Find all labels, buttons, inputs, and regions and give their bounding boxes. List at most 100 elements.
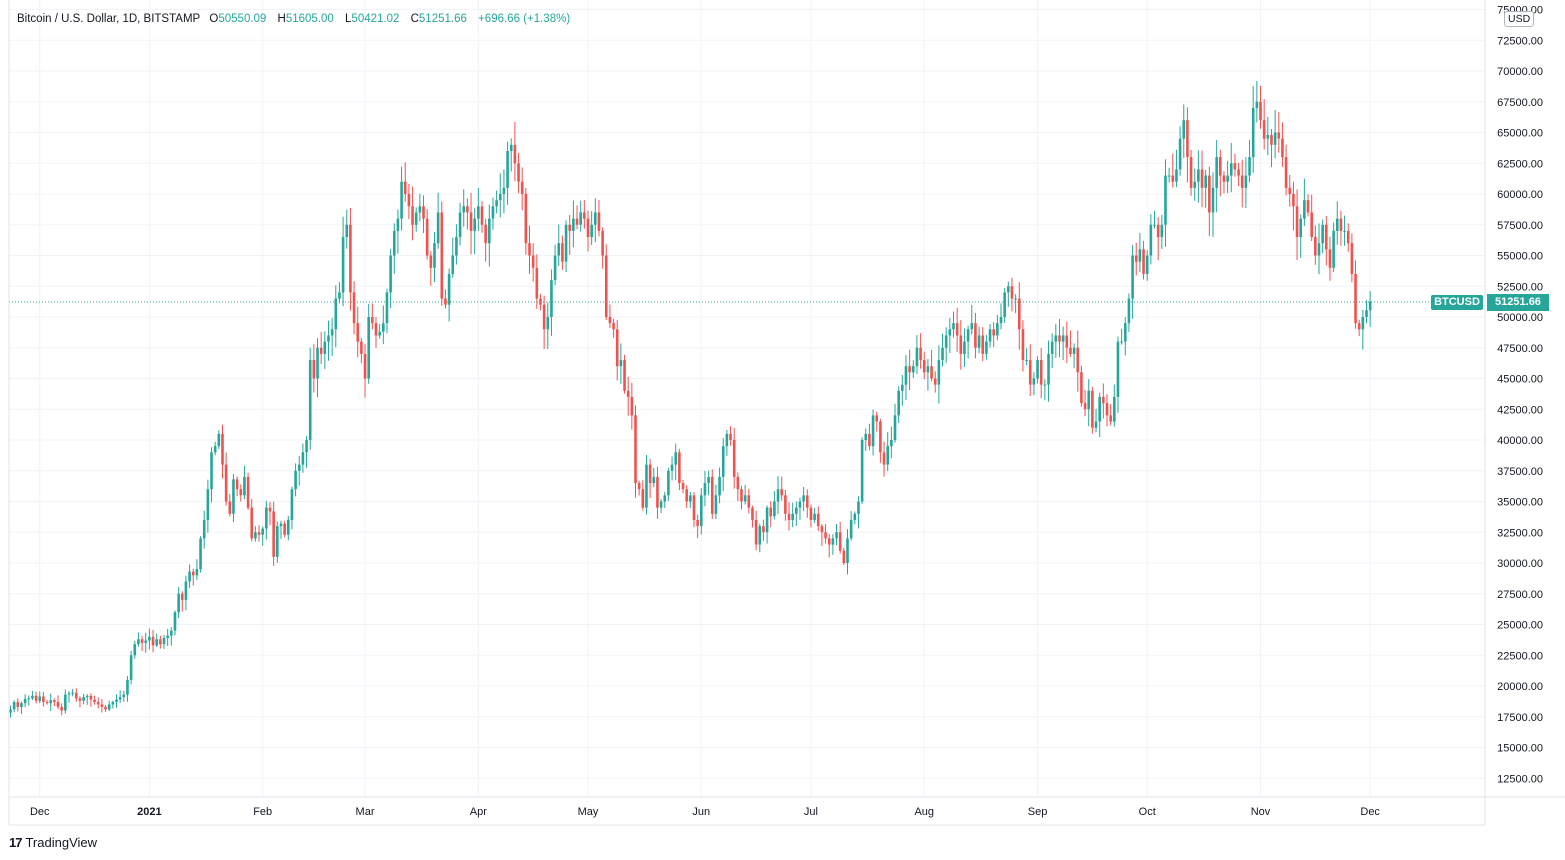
candle-body	[111, 701, 115, 705]
candle-body	[977, 335, 981, 348]
candle-body	[1145, 255, 1149, 274]
candle-body	[286, 519, 290, 535]
candle-body	[1346, 230, 1350, 244]
candle-body	[904, 366, 908, 385]
x-tick-label: May	[578, 806, 599, 818]
candle-body	[1339, 218, 1343, 231]
candle-body	[897, 390, 900, 416]
candle-body	[367, 317, 370, 379]
candle-body	[1058, 335, 1061, 342]
candle-body	[155, 639, 158, 646]
candle-body	[992, 329, 995, 336]
candle-body	[981, 335, 985, 354]
currency-button[interactable]: USD	[1504, 11, 1535, 27]
candle-body	[890, 440, 893, 447]
candle-body	[1065, 335, 1069, 348]
symbol-title[interactable]: Bitcoin / U.S. Dollar, 1D, BITSTAMP	[17, 13, 201, 25]
candle-body	[191, 571, 195, 576]
candle-body	[345, 224, 349, 238]
candle-body	[1043, 384, 1047, 386]
candle-body	[491, 206, 495, 219]
candle-body	[49, 700, 53, 704]
candle-body	[1314, 237, 1317, 256]
candle-body	[882, 452, 886, 465]
candle-body	[999, 317, 1003, 324]
candle-body	[133, 644, 137, 656]
candle-body	[338, 292, 341, 299]
candle-body	[1178, 138, 1182, 170]
candle-body	[1266, 134, 1270, 139]
grid-lines	[9, 0, 1485, 797]
candle-body	[319, 347, 323, 354]
candle-body	[210, 452, 213, 490]
chart-legend: Bitcoin / U.S. Dollar, 1D, BITSTAMP O505…	[17, 13, 578, 25]
candle-body	[1123, 323, 1127, 342]
candle-body	[1343, 230, 1346, 232]
candle-body	[433, 243, 436, 268]
candle-body	[721, 446, 725, 477]
candle-body	[648, 464, 652, 484]
candle-body	[235, 479, 239, 490]
candle-body	[290, 489, 294, 520]
candle-body	[382, 323, 385, 332]
candle-body	[1120, 341, 1123, 343]
candle-body	[941, 347, 944, 361]
y-axis[interactable]: 75000.0072500.0070000.0067500.0065000.00…	[1497, 5, 1543, 786]
candle-body	[791, 513, 794, 520]
candle-body	[1021, 329, 1025, 361]
candle-body	[520, 181, 524, 194]
candle-body	[9, 709, 12, 713]
candle-body	[1127, 298, 1131, 324]
candle-body	[619, 360, 623, 367]
candle-body	[1350, 243, 1354, 274]
candle-body	[857, 501, 860, 514]
candle-body	[535, 267, 539, 299]
x-tick-label: Dec	[30, 806, 50, 818]
candle-body	[699, 495, 703, 527]
x-tick-label: Mar	[356, 806, 375, 818]
x-tick-label: Jul	[804, 806, 818, 818]
candle-body	[371, 317, 374, 324]
candle-body	[1039, 360, 1043, 385]
candle-body	[31, 695, 34, 699]
candle-body	[601, 230, 604, 256]
low-label: L	[345, 13, 352, 25]
x-axis[interactable]: Dec 2021 Feb Mar Apr May Jun Jul Aug Sep Oct Nov Dec	[30, 806, 1380, 818]
candle-body	[568, 224, 572, 231]
candle-body	[553, 255, 557, 281]
candle-body	[23, 698, 27, 704]
candle-body	[678, 452, 681, 484]
y-tick-label: 67500.00	[1497, 97, 1543, 109]
candle-body	[1281, 138, 1284, 158]
y-tick-label: 15000.00	[1497, 743, 1543, 755]
y-tick-label: 17500.00	[1497, 712, 1543, 724]
candle-body	[985, 341, 988, 354]
tradingview-brand[interactable]: 17 TradingView	[9, 835, 97, 850]
close-value: 51251.66	[418, 13, 467, 25]
candle-body	[1193, 181, 1197, 188]
y-tick-label: 72500.00	[1497, 35, 1543, 47]
candle-body	[1105, 403, 1109, 416]
candle-body	[1284, 157, 1288, 188]
open-label: O	[209, 13, 219, 25]
candle-body	[188, 571, 191, 582]
candle-body	[451, 255, 455, 274]
candle-body	[137, 639, 140, 645]
candle-body	[159, 639, 162, 645]
candle-body	[988, 329, 992, 342]
candle-body	[1328, 249, 1332, 268]
candle-body	[1295, 206, 1299, 238]
candle-body	[542, 304, 546, 330]
candle-body	[868, 433, 871, 447]
candle-body	[261, 528, 264, 535]
candle-body	[879, 421, 882, 453]
candle-body	[257, 532, 261, 535]
candle-body	[758, 526, 762, 545]
candle-body	[1259, 101, 1262, 121]
candle-body	[400, 181, 403, 219]
candle-body	[243, 476, 246, 496]
candle-body	[809, 507, 813, 520]
y-tick-label: 45000.00	[1497, 374, 1543, 386]
candle-body	[572, 218, 575, 231]
